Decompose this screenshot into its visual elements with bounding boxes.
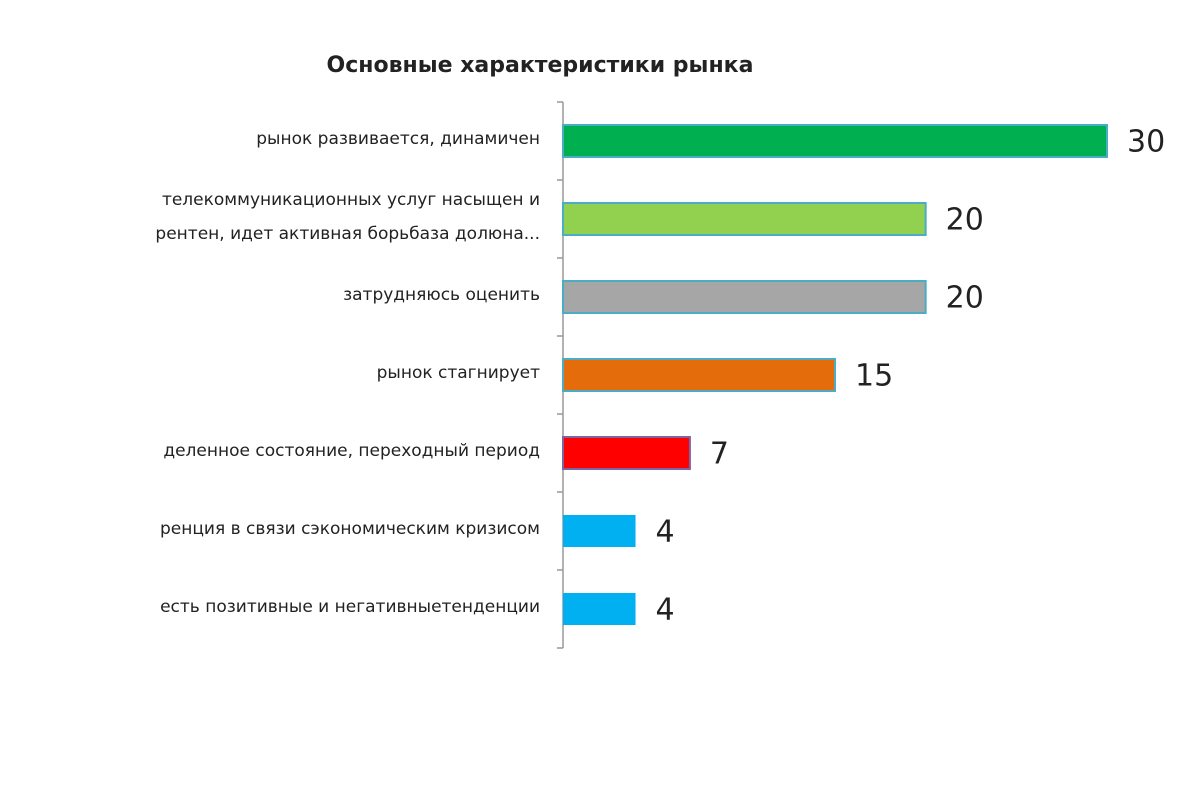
bar — [563, 593, 636, 625]
chart-title: Основные характеристики рынка — [327, 53, 754, 78]
bar — [563, 515, 636, 547]
y-tick-label: рынок развивается, динамичен — [256, 129, 540, 149]
y-tick-label: затрудняюсь оценить — [343, 285, 540, 305]
value-label: 4 — [656, 593, 675, 628]
value-label: 15 — [855, 359, 893, 394]
bar — [562, 436, 691, 470]
y-tick-label: ренция в связи сэкономическим кризисом — [160, 519, 540, 539]
value-label: 20 — [946, 281, 984, 316]
bar — [562, 358, 836, 392]
bar — [562, 124, 1108, 158]
value-label: 7 — [710, 437, 729, 472]
y-tick-label: деленное состояние, переходный период — [163, 441, 540, 461]
y-tick-label: телекоммуникационных услуг насыщен и — [162, 190, 540, 210]
value-label: 30 — [1127, 125, 1165, 160]
value-label: 20 — [946, 203, 984, 238]
y-tick-label: рынок стагнирует — [377, 363, 540, 383]
bar — [562, 202, 927, 236]
value-label: 4 — [656, 515, 675, 550]
y-tick-label: рентен, идет активная борьбаза долюна... — [155, 224, 540, 244]
y-tick-label: есть позитивные и негативныетенденции — [160, 597, 540, 617]
bar — [562, 280, 927, 314]
